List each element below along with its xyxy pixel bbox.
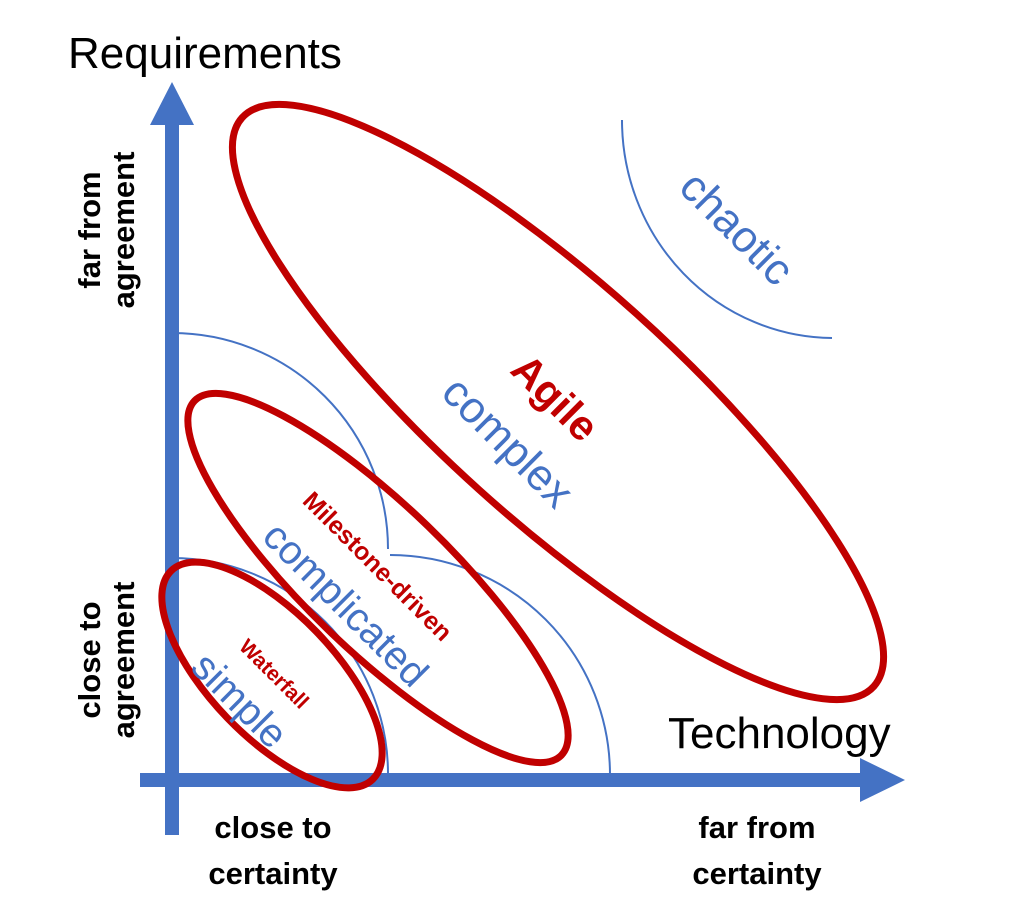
vertical-axis-arrowhead (150, 82, 194, 125)
chaotic-zone-label: chaotic (670, 162, 803, 295)
simple-zone-label: simple (183, 644, 296, 757)
svg-text:agreement: agreement (106, 152, 141, 309)
svg-text:close to: close to (72, 601, 107, 718)
close-to-certainty-label: close to certainty (208, 810, 338, 891)
waterfall-ellipse (158, 558, 386, 792)
complex-boundary-arc-lower (389, 554, 611, 776)
close-to-agreement-label: close to agreement (72, 582, 141, 739)
agile-ellipse (228, 100, 888, 704)
far-from-agreement-label: far from agreement (72, 152, 141, 309)
svg-text:close to: close to (214, 810, 331, 845)
horizontal-axis-arrowhead (860, 758, 905, 802)
svg-text:far from: far from (698, 810, 815, 845)
chaotic-boundary-arc (621, 119, 833, 339)
far-from-certainty-label: far from certainty (692, 810, 822, 891)
milestone-driven-ellipse (184, 389, 572, 767)
complex-boundary-arc-upper (171, 332, 389, 550)
svg-text:agreement: agreement (106, 582, 141, 739)
svg-text:far from: far from (72, 171, 107, 288)
svg-text:certainty: certainty (692, 856, 822, 891)
svg-text:certainty: certainty (208, 856, 338, 891)
technology-axis-title: Technology (668, 709, 891, 758)
requirements-axis-title: Requirements (68, 29, 342, 78)
